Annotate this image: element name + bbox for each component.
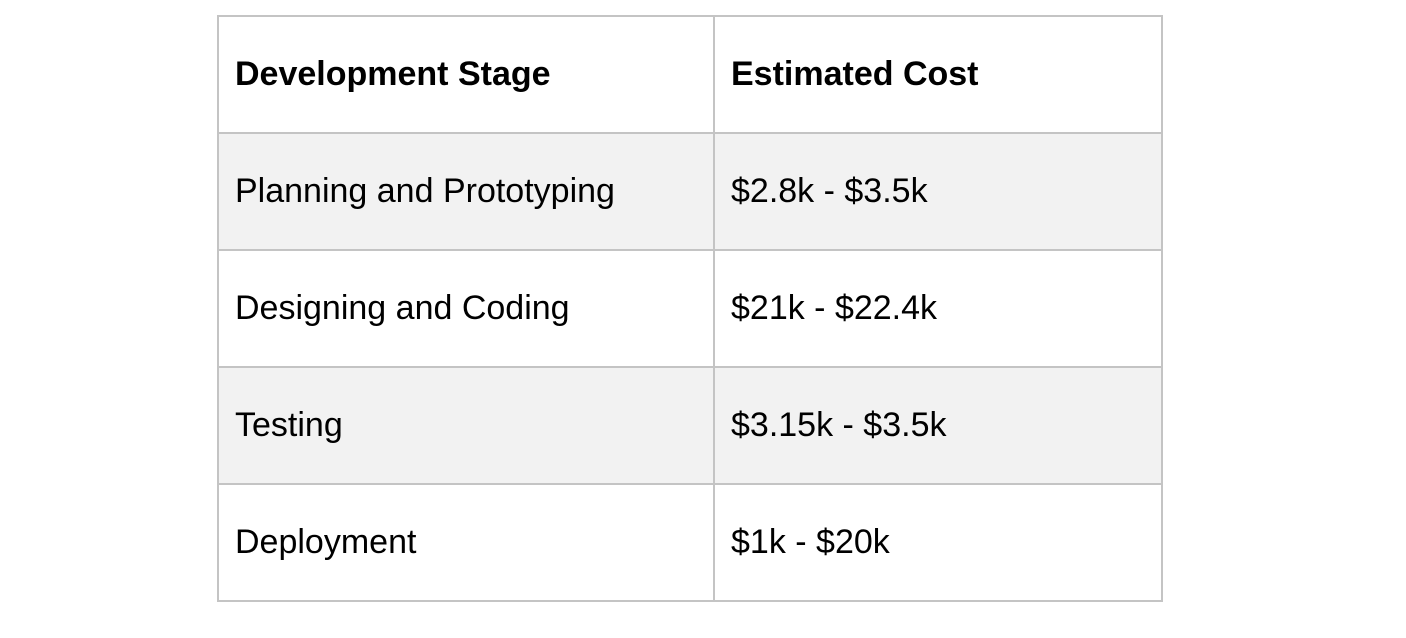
header-development-stage: Development Stage [217, 15, 715, 134]
header-estimated-cost: Estimated Cost [713, 15, 1163, 134]
cost-cell: $3.15k - $3.5k [713, 366, 1163, 485]
stage-cell: Planning and Prototyping [217, 132, 715, 251]
cost-cell: $1k - $20k [713, 483, 1163, 602]
cost-cell: $2.8k - $3.5k [713, 132, 1163, 251]
table-row: Planning and Prototyping $2.8k - $3.5k [217, 132, 1163, 251]
cost-table: Development Stage Estimated Cost Plannin… [217, 15, 1163, 602]
stage-cell: Designing and Coding [217, 249, 715, 368]
table-header-row: Development Stage Estimated Cost [217, 15, 1163, 134]
table-row: Testing $3.15k - $3.5k [217, 366, 1163, 485]
table-row: Deployment $1k - $20k [217, 483, 1163, 602]
stage-cell: Deployment [217, 483, 715, 602]
table-row: Designing and Coding $21k - $22.4k [217, 249, 1163, 368]
stage-cell: Testing [217, 366, 715, 485]
cost-cell: $21k - $22.4k [713, 249, 1163, 368]
